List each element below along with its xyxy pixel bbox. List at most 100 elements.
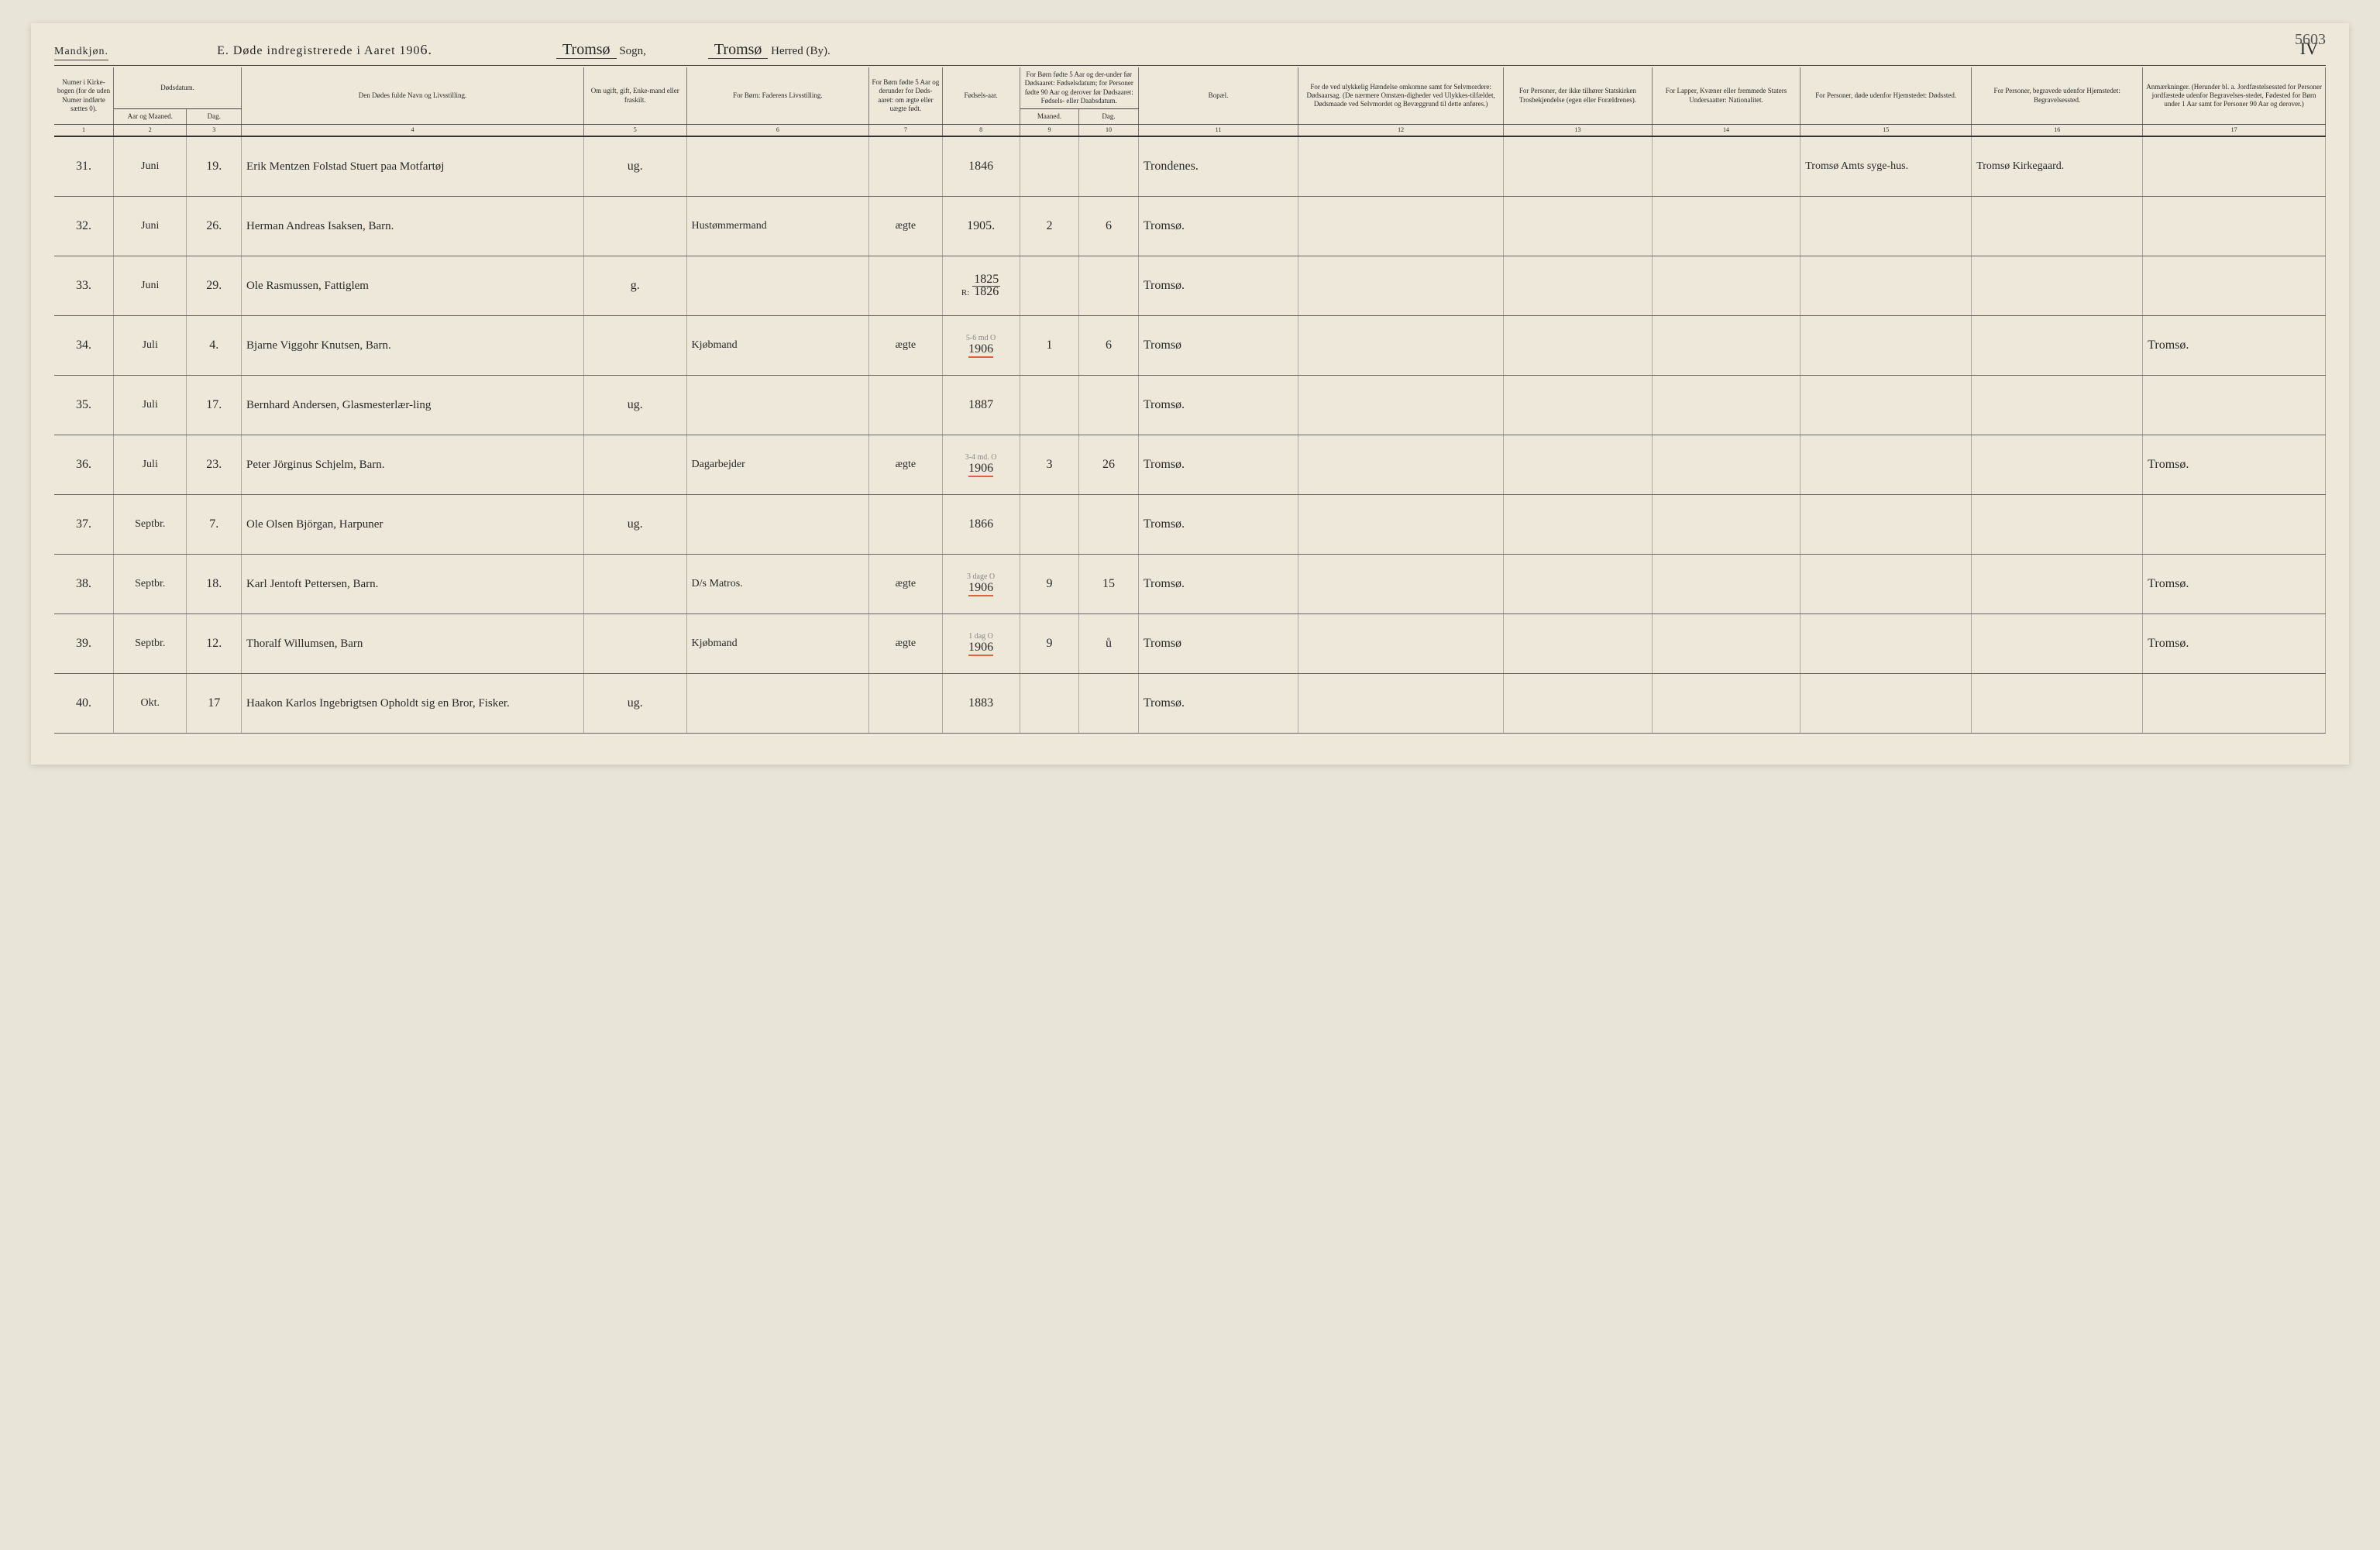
header-col-4: Den Dødes fulde Navn og Livsstilling. [242,67,584,125]
cell [583,435,686,495]
colnum: 1 [54,125,114,137]
cell: Thoralf Willumsen, Barn [242,614,584,674]
cell: 33. [54,256,114,316]
cell: Tromsø Amts syge-hus. [1800,136,1972,197]
cell [1298,674,1504,734]
sogn-value: Tromsø [556,41,617,59]
header-row: Mandkjøn. E. Døde indregistrerede i Aare… [54,39,2326,66]
colnum: 13 [1504,125,1653,137]
cell [869,495,942,555]
cell: 26. [187,197,242,256]
cell [1020,376,1079,435]
cell: Tromsø. [2143,316,2326,376]
cell [1020,674,1079,734]
header-col-2-aar: Aar og Maaned. [114,109,187,125]
cell: ug. [583,376,686,435]
register-table: Numer i Kirke-bogen (for de uden Numer i… [54,67,2326,734]
cell: 9 [1020,555,1079,614]
cell [686,136,869,197]
cell [1504,674,1653,734]
cell [1020,495,1079,555]
cell: ægte [869,197,942,256]
cell [1972,674,2143,734]
sogn-group: Tromsø Sogn, [556,41,646,59]
cell [583,197,686,256]
cell: Tromsø. [1138,674,1298,734]
cell: Septbr. [114,555,187,614]
cell: Tromsø Kirkegaard. [1972,136,2143,197]
cell: Tromsø [1138,614,1298,674]
cell: Juni [114,136,187,197]
cell: ægte [869,316,942,376]
cell [2143,674,2326,734]
cell: 4. [187,316,242,376]
header-col-11: Bopæl. [1138,67,1298,125]
cell: 39. [54,614,114,674]
cell: Tromsø. [2143,614,2326,674]
cell [1972,256,2143,316]
table-row: 33.Juni29.Ole Rasmussen, Fattiglemg.R: 1… [54,256,2326,316]
cell [1652,435,1800,495]
cell: 1866 [942,495,1020,555]
table-row: 37.Septbr.7.Ole Olsen Björgan, Harpuneru… [54,495,2326,555]
cell: Herman Andreas Isaksen, Barn. [242,197,584,256]
cell: g. [583,256,686,316]
cell: Tromsø. [2143,555,2326,614]
cell: 29. [187,256,242,316]
colnum: 8 [942,125,1020,137]
colnum: 14 [1652,125,1800,137]
cell [1652,614,1800,674]
colnum: 17 [2143,125,2326,137]
cell: 36. [54,435,114,495]
cell: 40. [54,674,114,734]
cell: 31. [54,136,114,197]
herred-group: Tromsø Herred (By). [708,41,831,59]
colnum: 3 [187,125,242,137]
register-page: 5603 Mandkjøn. E. Døde indregistrerede i… [31,23,2349,765]
cell [1079,495,1139,555]
header-col-9: Maaned. [1020,109,1079,125]
cell [686,376,869,435]
cell [1504,495,1653,555]
header-col-14: For Lapper, Kvæner eller fremmede Stater… [1652,67,1800,125]
cell [869,136,942,197]
cell: Kjøbmand [686,614,869,674]
title-year-suffix: 6. [421,42,433,57]
cell [1504,316,1653,376]
colnum: 4 [242,125,584,137]
cell [2143,256,2326,316]
cell [1972,197,2143,256]
cell [2143,136,2326,197]
cell: 7. [187,495,242,555]
cell: Tromsø. [2143,435,2326,495]
colnum: 16 [1972,125,2143,137]
cell: 23. [187,435,242,495]
cell [1079,376,1139,435]
cell: 3 [1020,435,1079,495]
cell [2143,376,2326,435]
cell: ug. [583,495,686,555]
cell: Haakon Karlos Ingebrigtsen Opholdt sig e… [242,674,584,734]
cell: Tromsø. [1138,435,1298,495]
cell: Dagarbejder [686,435,869,495]
header-col-2-dag: Dag. [187,109,242,125]
header-col-1: Numer i Kirke-bogen (for de uden Numer i… [54,67,114,125]
cell [869,256,942,316]
cell: 34. [54,316,114,376]
cell [1298,376,1504,435]
header-col-15: For Personer, døde udenfor Hjemstedet: D… [1800,67,1972,125]
table-row: 39.Septbr.12.Thoralf Willumsen, BarnKjøb… [54,614,2326,674]
header-col-10: Dag. [1079,109,1139,125]
cell [1298,136,1504,197]
cell: 38. [54,555,114,614]
cell [1800,256,1972,316]
cell [1652,674,1800,734]
cell: ů [1079,614,1139,674]
cell: 35. [54,376,114,435]
cell: Tromsø. [1138,197,1298,256]
cell [1972,435,2143,495]
table-row: 36.Juli23.Peter Jörginus Schjelm, Barn.D… [54,435,2326,495]
cell: 18. [187,555,242,614]
cell: Karl Jentoft Pettersen, Barn. [242,555,584,614]
cell: Juni [114,197,187,256]
